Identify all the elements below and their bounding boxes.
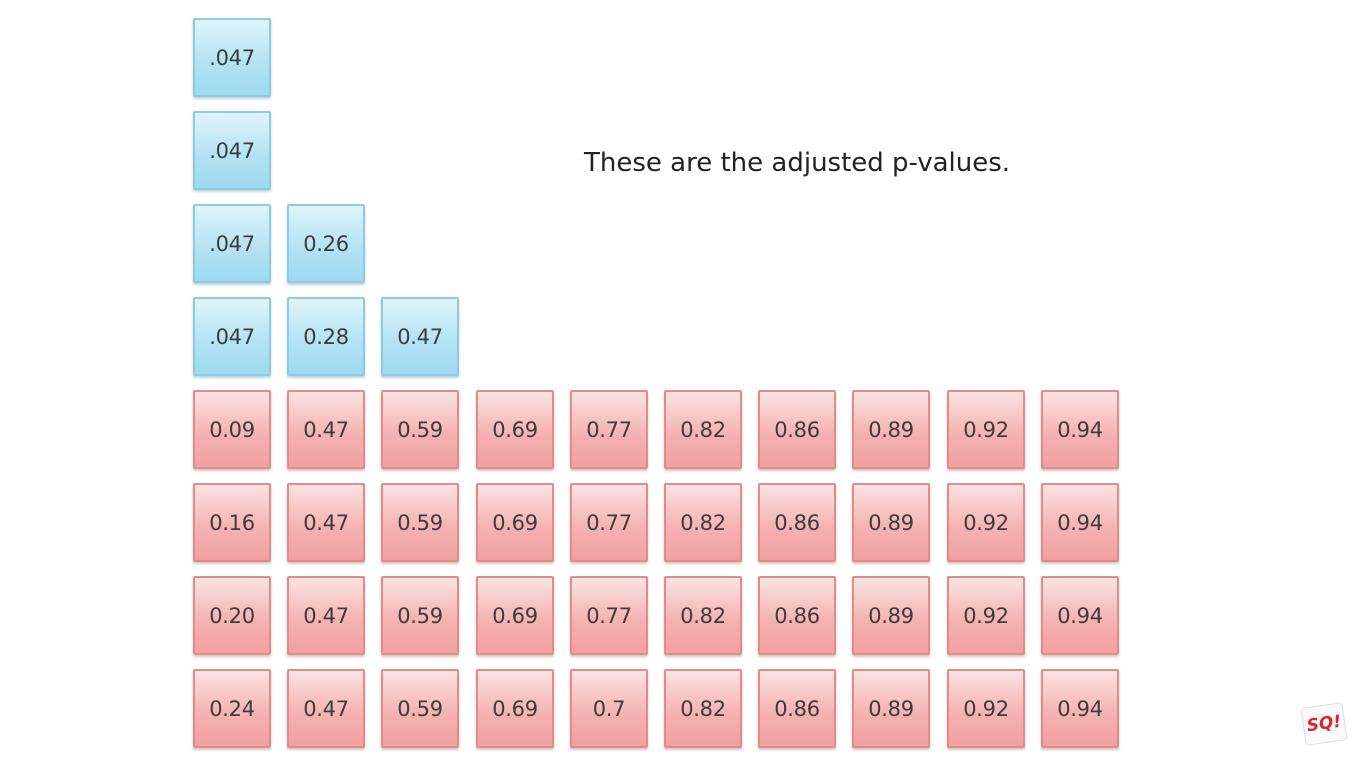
not-significant-box: 0.89: [852, 390, 930, 469]
not-significant-box: 0.94: [1041, 483, 1119, 562]
not-significant-box: 0.59: [381, 669, 459, 748]
not-significant-box: 0.94: [1041, 576, 1119, 655]
not-significant-box: 0.20: [193, 576, 271, 655]
not-significant-box: 0.86: [758, 390, 836, 469]
significant-box: 0.28: [287, 297, 365, 376]
not-significant-box: 0.69: [476, 669, 554, 748]
not-significant-box: 0.69: [476, 483, 554, 562]
not-significant-box: 0.47: [287, 483, 365, 562]
significant-box: .047: [193, 204, 271, 283]
not-significant-box: 0.09: [193, 390, 271, 469]
not-significant-box: 0.92: [947, 483, 1025, 562]
caption: These are the adjusted p-values.: [584, 148, 1011, 178]
not-significant-box: 0.77: [570, 576, 648, 655]
not-significant-box: 0.92: [947, 390, 1025, 469]
not-significant-box: 0.47: [287, 390, 365, 469]
logo-text: SQ!: [1305, 711, 1343, 737]
not-significant-box: 0.77: [570, 390, 648, 469]
significant-box: .047: [193, 111, 271, 190]
not-significant-box: 0.82: [664, 390, 742, 469]
not-significant-box: 0.47: [287, 669, 365, 748]
significant-box: 0.26: [287, 204, 365, 283]
not-significant-box: 0.82: [664, 576, 742, 655]
not-significant-box: 0.86: [758, 576, 836, 655]
not-significant-box: 0.82: [664, 669, 742, 748]
not-significant-box: 0.59: [381, 390, 459, 469]
not-significant-box: 0.89: [852, 483, 930, 562]
not-significant-box: 0.89: [852, 576, 930, 655]
not-significant-box: 0.92: [947, 576, 1025, 655]
not-significant-box: 0.89: [852, 669, 930, 748]
not-significant-box: 0.69: [476, 390, 554, 469]
significant-box: .047: [193, 297, 271, 376]
not-significant-box: 0.94: [1041, 669, 1119, 748]
not-significant-box: 0.94: [1041, 390, 1119, 469]
not-significant-box: 0.86: [758, 669, 836, 748]
not-significant-box: 0.16: [193, 483, 271, 562]
significant-box: 0.47: [381, 297, 459, 376]
not-significant-box: 0.7: [570, 669, 648, 748]
not-significant-box: 0.92: [947, 669, 1025, 748]
not-significant-box: 0.59: [381, 576, 459, 655]
not-significant-box: 0.82: [664, 483, 742, 562]
not-significant-box: 0.24: [193, 669, 271, 748]
not-significant-box: 0.77: [570, 483, 648, 562]
not-significant-box: 0.59: [381, 483, 459, 562]
not-significant-box: 0.86: [758, 483, 836, 562]
significant-box: .047: [193, 18, 271, 97]
not-significant-box: 0.69: [476, 576, 554, 655]
not-significant-box: 0.47: [287, 576, 365, 655]
sq-logo-icon: SQ!: [1300, 702, 1348, 746]
